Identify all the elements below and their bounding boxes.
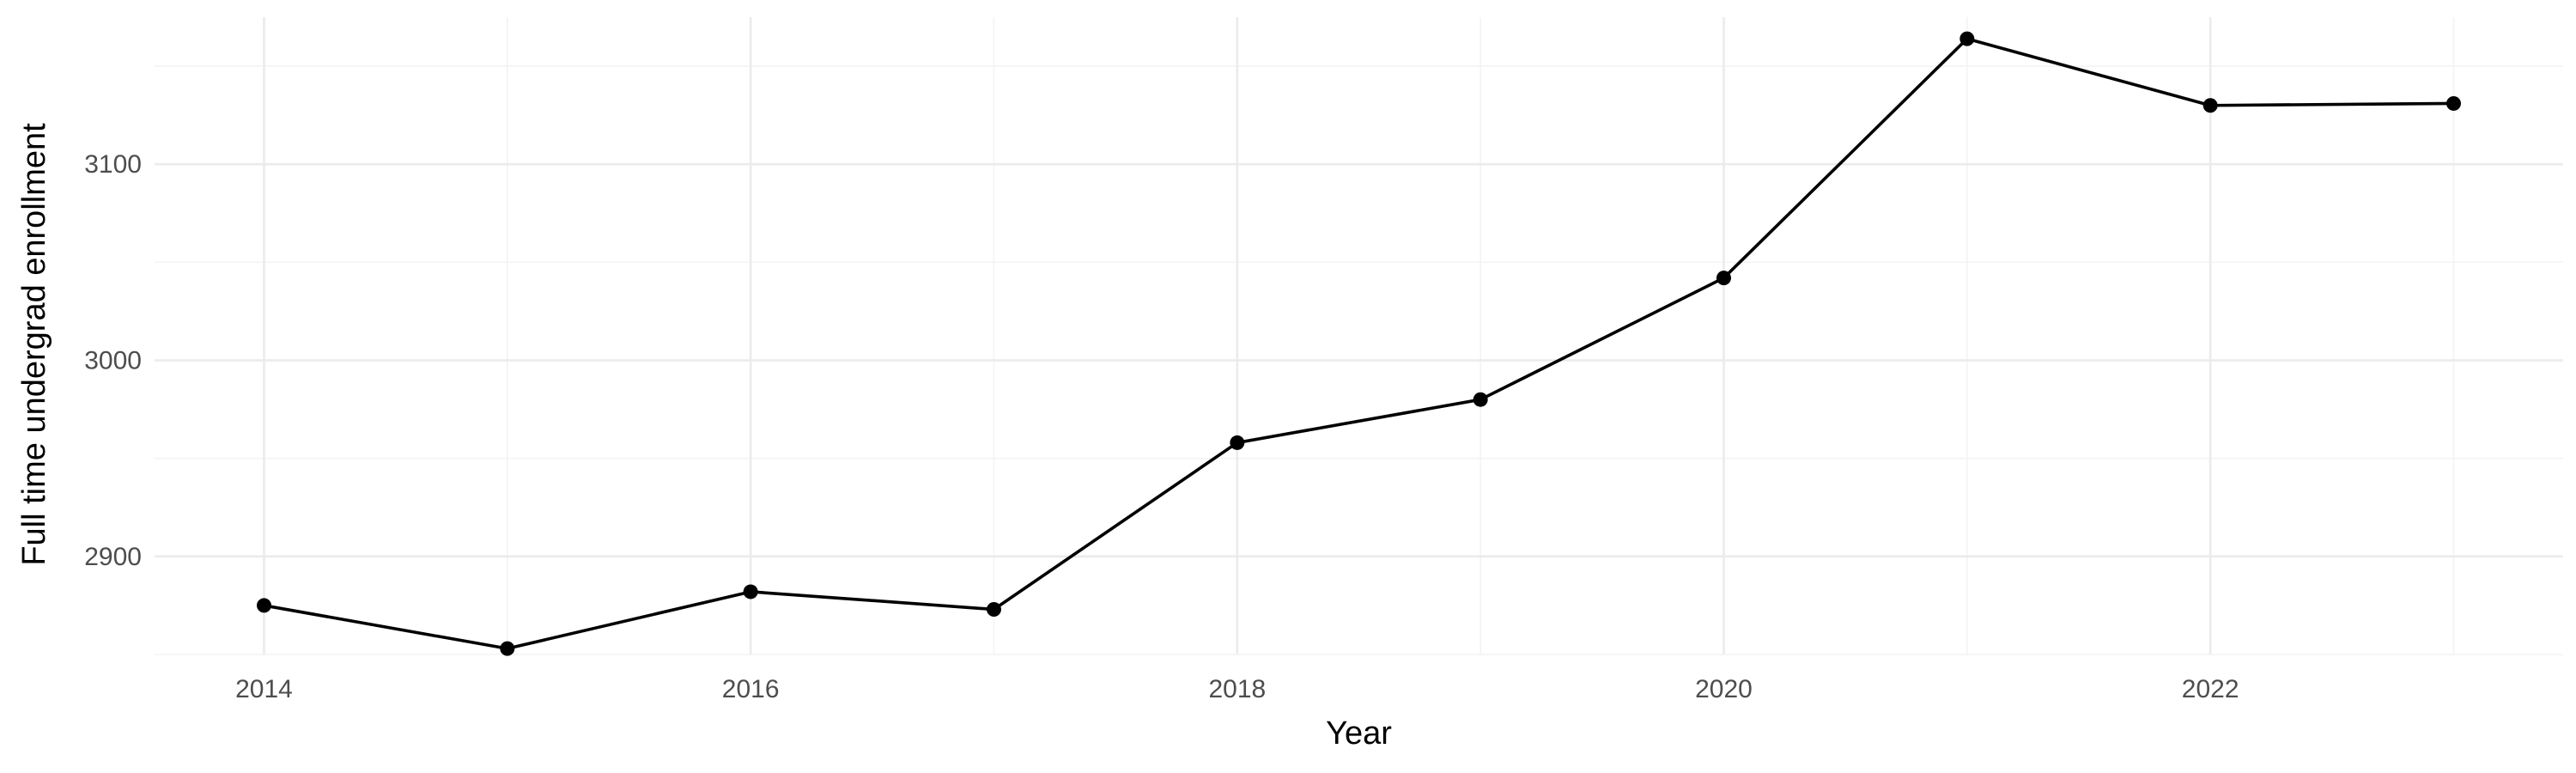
grid — [155, 17, 2563, 655]
data-point — [1230, 435, 1245, 450]
data-point — [257, 598, 271, 613]
data-point — [1959, 31, 1975, 46]
series-line — [264, 37, 2454, 650]
x-tick-label: 2018 — [1208, 675, 1266, 703]
data-point — [743, 584, 758, 600]
data-point — [2446, 95, 2461, 111]
x-tick-label: 2022 — [2182, 675, 2239, 703]
data-point — [2202, 98, 2218, 113]
x-tick-label: 2016 — [722, 675, 780, 703]
y-tick-label: 2900 — [84, 543, 142, 571]
data-point — [1716, 271, 1731, 286]
y-tick-label: 3100 — [84, 150, 142, 179]
x-tick-label: 2020 — [1695, 675, 1753, 703]
data-point — [500, 641, 515, 656]
y-tick-label: 3000 — [84, 347, 142, 375]
series — [257, 31, 2461, 656]
x-tick-label: 2014 — [235, 675, 293, 703]
data-point — [1473, 392, 1488, 407]
y-axis-title: Full time undergrad enrollment — [16, 123, 52, 566]
x-axis-title: Year — [1326, 715, 1392, 752]
tick-labels: 2014 2016 2018 2020 2022 2900 3000 3100 — [84, 150, 2239, 703]
data-point — [987, 601, 1001, 617]
